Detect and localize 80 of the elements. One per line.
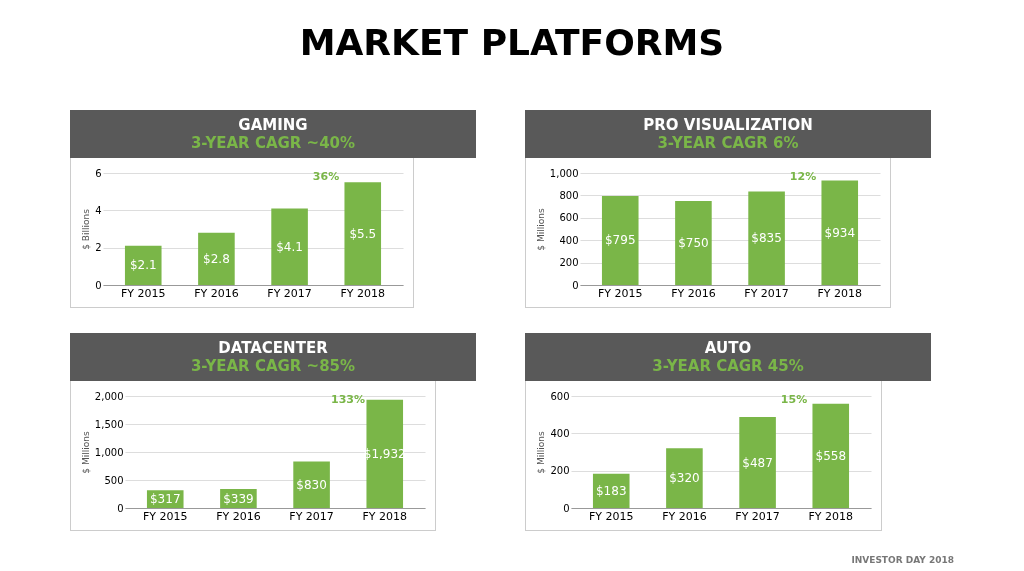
y-tick-label: 2 [95,242,102,254]
data-label: $750 [678,236,709,250]
data-label: $795 [604,233,636,248]
y-tick-label: 500 [104,474,124,486]
y-tick-label: 4 [95,204,102,216]
x-tick-label: FY 2018 [808,509,854,523]
data-label: $830 [296,477,327,492]
data-label: $5.5 [349,226,377,241]
x-tick-label: FY 2015 [588,509,634,523]
x-tick-label: FY 2018 [362,509,408,523]
y-tick-label: 200 [550,465,570,477]
y-tick-label: 200 [559,257,579,269]
x-tick-label: FY 2017 [735,509,780,523]
y-tick-label: 400 [550,427,570,439]
bar [675,201,712,285]
y-tick-label: 800 [559,189,579,201]
bar [601,195,639,285]
y-tick-label: 1,000 [549,167,579,179]
annotation: 36% [312,170,340,183]
bar [198,232,235,285]
y-axis-title: $ Millions [535,208,546,251]
y-tick-label: 0 [95,279,102,291]
y-axis-title: $ Billions [81,208,92,250]
y-tick-label: 400 [559,234,579,246]
annotation: 12% [789,170,817,183]
text: INVESTOR DAY 2018 [851,555,954,565]
chart-subtitle: 3-YEAR CAGR 6% [656,134,800,152]
data-label: $320 [669,471,700,486]
x-tick-label: FY 2015 [597,286,643,300]
chart-subtitle: 3-YEAR CAGR ~40% [189,134,357,152]
y-tick-label: 0 [572,279,579,291]
annotation: 133% [331,393,365,406]
x-tick-label: FY 2017 [744,286,789,300]
bar [748,191,785,285]
x-tick-label: FY 2018 [340,286,386,300]
y-tick-label: 0 [117,502,124,514]
y-axis-title: $ Millions [80,431,91,474]
bar [821,180,859,285]
data-label: $2.1 [129,258,157,273]
y-tick-label: 2,000 [94,390,124,402]
text: MARKET PLATFORMS [298,22,726,63]
chart-title: DATACENTER [217,339,329,357]
y-tick-label: 6 [95,167,102,179]
chart-subtitle: 3-YEAR CAGR 45% [651,357,805,375]
y-axis-title: $ Millions [536,431,547,474]
bar [366,399,404,508]
data-label: $317 [149,492,181,507]
bar [812,403,850,508]
data-label: $487 [742,455,773,470]
data-label: $4.1 [276,239,303,254]
bar [124,245,162,285]
y-tick-label: 600 [559,212,579,224]
x-tick-label: FY 2015 [120,286,166,300]
x-tick-label: FY 2017 [289,509,334,523]
x-tick-label: FY 2016 [194,286,239,300]
data-label: $558 [815,448,847,463]
chart-title: AUTO [703,339,753,357]
chart-title: GAMING [237,116,309,134]
chart-subtitle: 3-YEAR CAGR ~85% [189,357,357,375]
bar [344,182,382,285]
y-tick-label: 600 [550,390,570,402]
bar [739,417,776,508]
x-tick-label: FY 2018 [817,286,863,300]
x-tick-label: FY 2015 [142,509,188,523]
x-tick-label: FY 2017 [267,286,312,300]
data-label: $339 [223,491,254,506]
data-label: $934 [824,225,856,240]
bar [666,448,703,508]
data-label: $183 [595,483,627,498]
chart-title: PRO VISUALIZATION [642,116,814,134]
x-tick-label: FY 2016 [662,509,707,523]
y-tick-label: 1,500 [94,418,124,430]
x-tick-label: FY 2016 [216,509,261,523]
y-tick-label: 0 [563,502,570,514]
data-label: $835 [751,231,782,246]
data-label: $2.8 [203,251,230,266]
annotation: 15% [780,393,808,406]
x-tick-label: FY 2016 [671,286,716,300]
y-tick-label: 1,000 [94,446,124,458]
bar [271,208,308,285]
